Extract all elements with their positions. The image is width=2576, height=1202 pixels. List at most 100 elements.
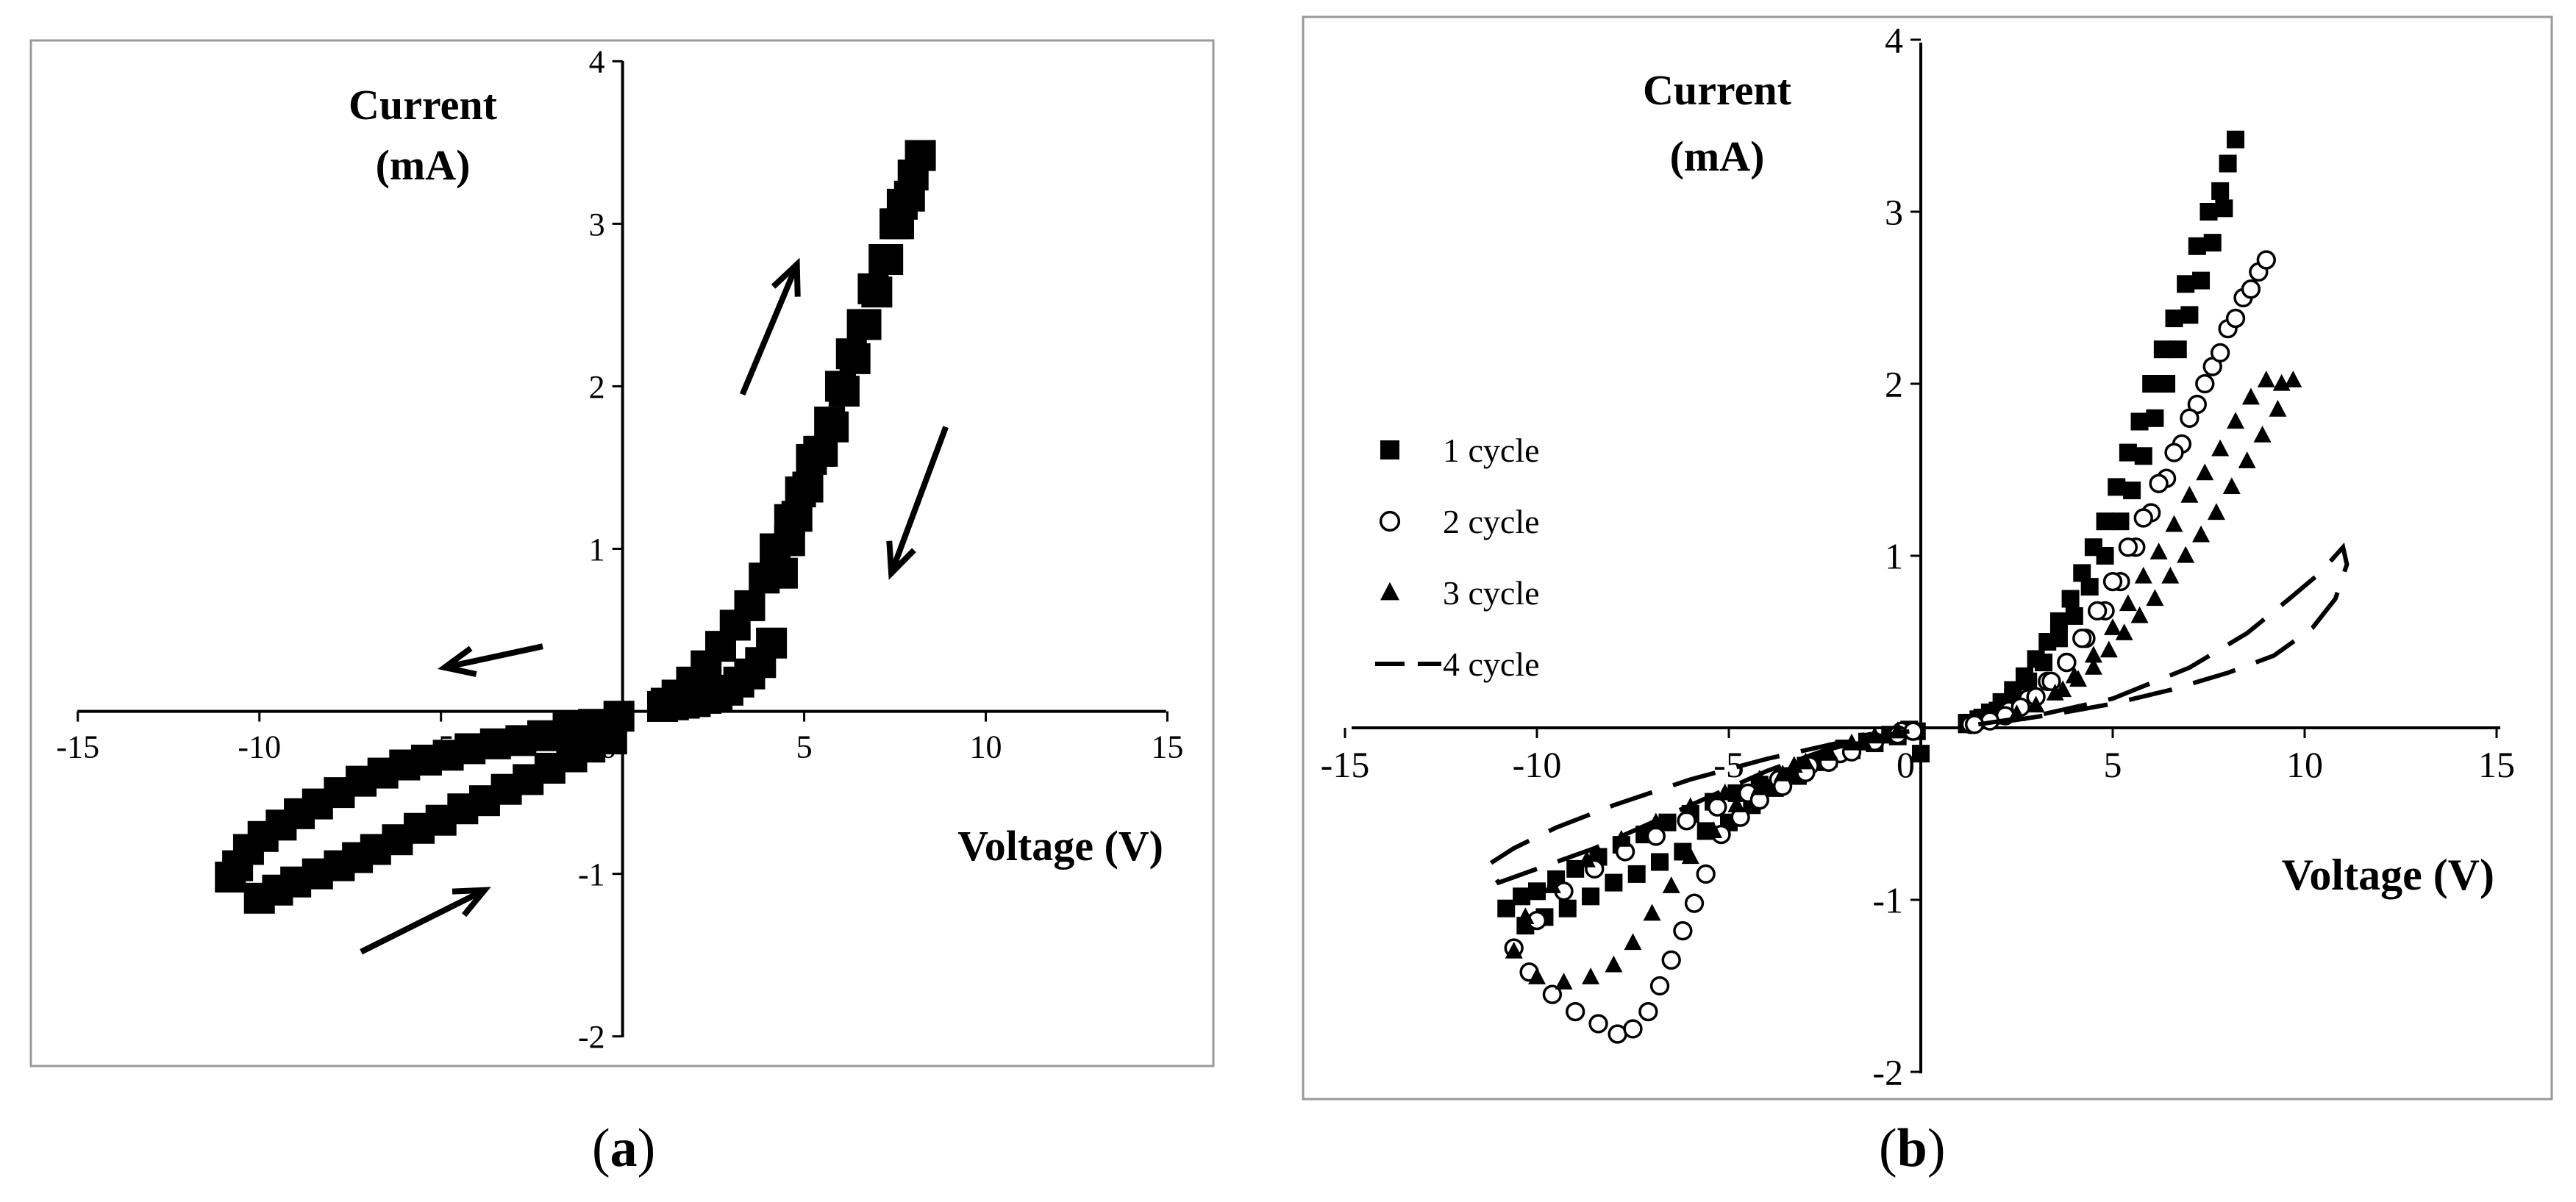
panel-a-data-point	[846, 309, 878, 340]
panel-b-data-point-triangle	[2115, 623, 2133, 640]
panel-a-arrow-shaft	[360, 887, 486, 955]
panel-b-data-point-circle	[2118, 537, 2138, 557]
panel-b-y-tick-label: -2	[1872, 1052, 1903, 1093]
panel-a-arrow-head	[886, 540, 916, 580]
legend-label: 2 cycle	[1443, 503, 1540, 540]
panel-b-data-point-square	[1912, 745, 1930, 763]
panel-b-data-point-square	[1558, 899, 1577, 917]
panel-a-annotations	[360, 257, 949, 955]
panel-b-x-tick-label: -10	[1513, 744, 1562, 785]
panel-b-data-point-square	[2219, 154, 2237, 173]
panel-b-data-point-circle	[2211, 343, 2230, 363]
panel-b-data-point-triangle	[1797, 752, 1815, 770]
panel-b-data-point-triangle	[1750, 770, 1769, 787]
panel-b-data-point-circle	[2180, 408, 2199, 428]
panel-b-data-point-square	[1497, 899, 1516, 917]
panel-b-data-point-triangle	[2165, 515, 2183, 532]
panel-a-data-point	[792, 471, 824, 503]
caption-b-open: (	[1879, 1118, 1897, 1178]
panel-b-data-point-triangle	[2238, 451, 2256, 468]
caption-a-open: (	[592, 1118, 610, 1178]
panel-b-data-point-square	[1605, 873, 1623, 892]
panel-b-data-point-circle	[1646, 826, 1666, 846]
panel-b-data-point-triangle	[2211, 439, 2230, 457]
panel-b-data-point-square	[2038, 633, 2057, 651]
legend-label: 3 cycle	[1443, 574, 1540, 612]
panel-b-data-point-square	[1528, 882, 1546, 901]
panel-a-x-tick-label: -10	[238, 729, 281, 765]
panel-b-data-point-square	[2096, 512, 2114, 531]
panel-a-x-tick-label: 10	[970, 729, 1002, 765]
panel-b-data-point-square	[2134, 447, 2152, 465]
panel-b-data-point-square	[2123, 482, 2141, 500]
panel-b-data-point-circle	[2133, 508, 2153, 528]
panel-b-data-point-triangle	[1516, 907, 1535, 924]
panel-b-data-point-circle	[1696, 864, 1716, 884]
panel-a-ylabel-line1: Current	[349, 81, 498, 129]
panel-b-data-point-square	[2169, 340, 2187, 359]
panel-b-data-point-circle	[1684, 893, 1705, 913]
panel-a-y-tick-label: 3	[589, 207, 605, 243]
panel-b-data-point-circle	[2256, 250, 2276, 270]
panel-b-data-point-triangle	[2134, 566, 2152, 584]
panel-b-data-point-circle	[1542, 984, 1563, 1004]
panel-b-x-tick-label: 5	[2104, 744, 2122, 785]
panel-b-xlabel: Voltage (V)	[2282, 851, 2494, 899]
panel-b-data-point-triangle	[1662, 876, 1680, 893]
panel-b-y-tick-label: 2	[1885, 364, 1903, 405]
panel-b-data-point-triangle	[1528, 967, 1546, 984]
panel-b-data-point-circle	[2041, 671, 2061, 691]
panel-b-data-point-square	[2192, 271, 2211, 290]
panel-a-x-tick-label: -15	[57, 729, 100, 765]
panel-b-axes	[1352, 43, 2500, 1073]
panel-b-data-point-triangle	[1716, 783, 1734, 801]
panel-a-data-point	[857, 273, 889, 304]
legend-swatch-circle	[1379, 510, 1401, 532]
panel-b-data-point-triangle	[1727, 795, 1746, 812]
panel-b-data-point-square	[2119, 443, 2137, 462]
panel-b-data-point-triangle	[1643, 904, 1661, 921]
panel-b-x-tick-label: 0	[1897, 744, 1915, 785]
panel-b-data-point-square	[2227, 130, 2245, 149]
panel-a-data-point	[215, 862, 246, 893]
panel-b-data-point-square	[2084, 538, 2102, 557]
panel-b-data-point-square	[2153, 340, 2172, 359]
panel-a-y-tick-label: 4	[589, 44, 605, 80]
panel-b-data-point-triangle	[2177, 545, 2195, 563]
panel-b-data-point-circle	[1649, 976, 1670, 996]
panel-a-data-point	[897, 160, 929, 191]
legend-swatch-square	[1380, 440, 1399, 459]
panel-b-data-point-triangle	[2241, 387, 2260, 405]
panel-a-y-tick-label: 1	[589, 532, 605, 568]
panel-a-y-tick-label: -1	[578, 856, 605, 892]
panel-a-data-point	[824, 371, 856, 402]
panel-a-data-point	[646, 690, 678, 722]
panel-b-data-point-triangle	[1774, 764, 1792, 781]
panel-b-data-point-square	[2049, 612, 2068, 630]
caption-b-label: b	[1897, 1118, 1927, 1178]
panel-b-data-point-square	[2130, 412, 2149, 431]
panel-a-y-tick-label: -2	[578, 1019, 605, 1055]
caption-a: (a)	[592, 1117, 655, 1180]
panel-b-data-point-square	[2111, 512, 2130, 531]
panel-b-ylabel-line1: Current	[1643, 66, 1792, 114]
panel-b-data-point-triangle	[2222, 477, 2241, 494]
panel-b-data-point-triangle	[2161, 566, 2180, 584]
panel-b-data-point-square	[2177, 275, 2195, 293]
panel-a-ylabel-line2: (mA)	[376, 141, 471, 189]
panel-b-data-point-triangle	[1505, 942, 1523, 959]
panel-b-data-point-circle	[1661, 950, 1681, 970]
panel-a-data-point	[766, 557, 798, 589]
panel-b-data-point-circle	[2241, 279, 2261, 299]
panel-a-arrow-head	[452, 887, 491, 917]
panel-b-data-point-triangle	[2257, 371, 2275, 387]
panel-b-data-point-triangle	[2054, 680, 2072, 698]
panel-a-series	[215, 140, 936, 914]
panel-a-arrow-shaft	[888, 426, 949, 575]
panel-b-data-point-square	[1627, 865, 1646, 883]
panel-b-data-point-circle	[2057, 652, 2077, 673]
panel-a-data-point	[596, 723, 627, 755]
panel-b-data-point-square	[2065, 607, 2083, 625]
